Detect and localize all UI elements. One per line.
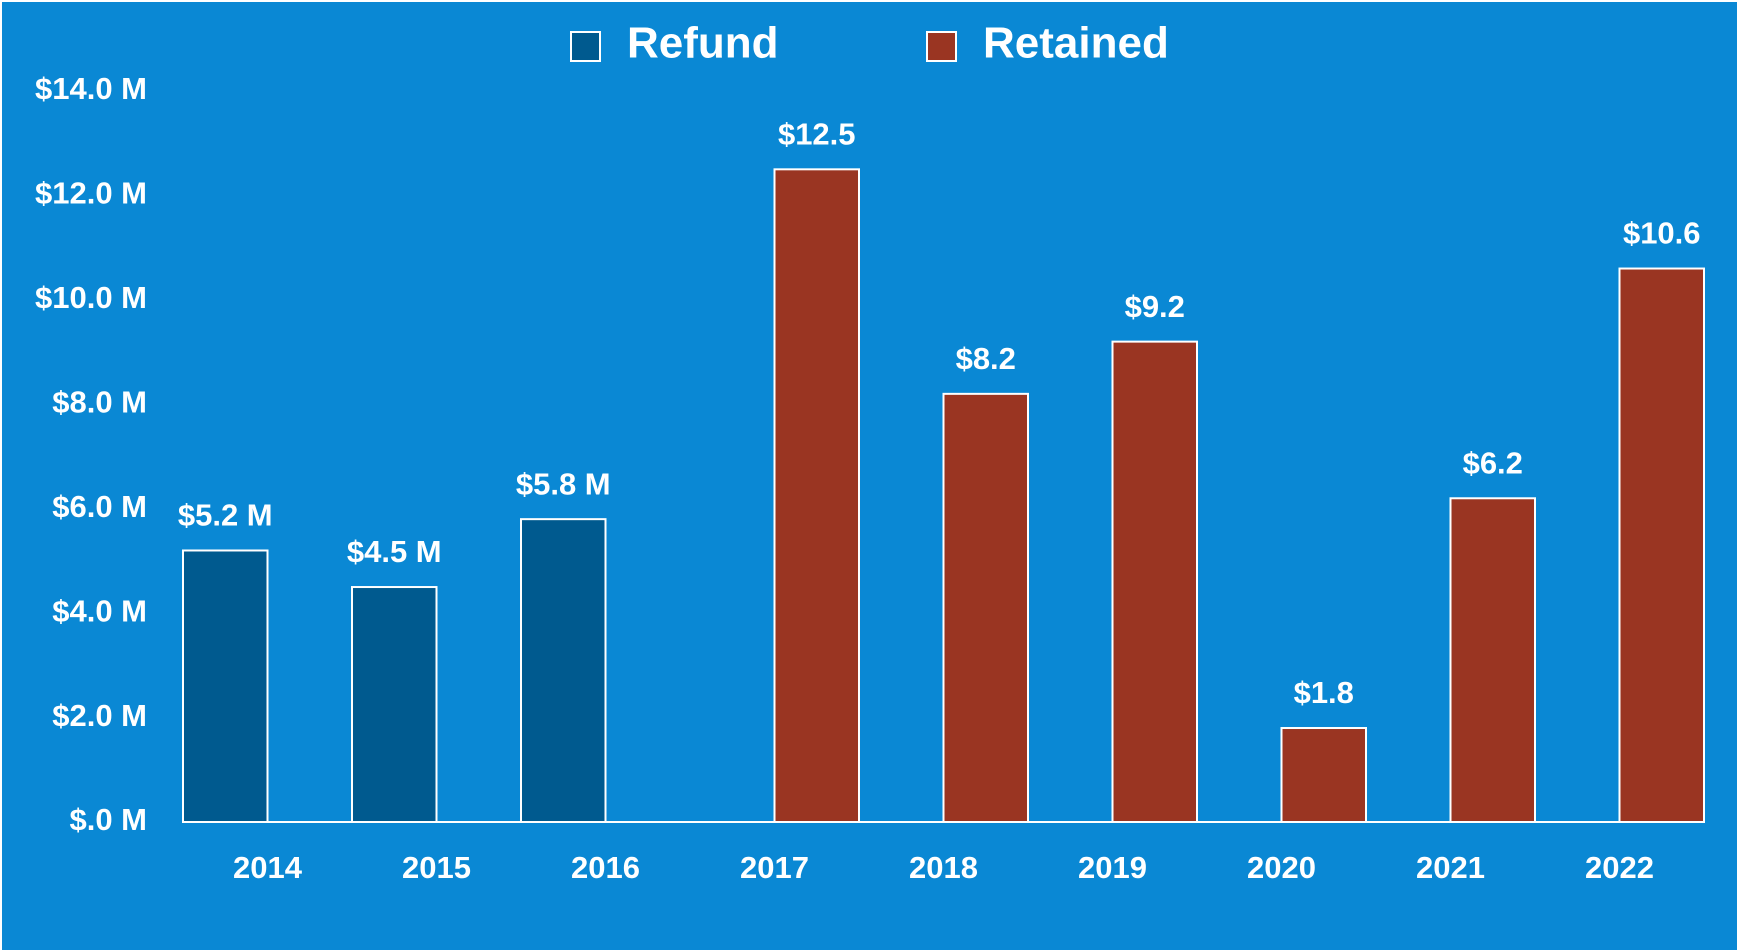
y-tick-label: $.0 M <box>69 802 147 837</box>
bar <box>773 168 860 824</box>
legend-label: Retained <box>983 19 1169 68</box>
x-tick-label: 2022 <box>1585 850 1654 885</box>
y-tick-label: $10.0 M <box>35 280 147 315</box>
bar <box>1280 727 1367 823</box>
bar <box>520 518 607 824</box>
bar <box>351 586 438 823</box>
data-label: $12.5 <box>778 117 856 152</box>
data-label: $1.8 <box>1294 675 1354 710</box>
bar <box>1449 497 1536 823</box>
x-tick-label: 2019 <box>1078 850 1147 885</box>
data-label: $10.6 <box>1623 216 1701 251</box>
y-tick-label: $6.0 M <box>52 489 147 524</box>
y-tick-label: $8.0 M <box>52 384 147 419</box>
bar <box>1111 340 1198 823</box>
data-label: $4.5 M <box>347 534 442 569</box>
y-tick-label: $2.0 M <box>52 698 147 733</box>
data-label: $6.2 <box>1463 445 1523 480</box>
x-tick-label: 2016 <box>571 850 640 885</box>
x-tick-label: 2017 <box>740 850 809 885</box>
legend-swatch <box>570 31 601 62</box>
legend-swatch <box>926 31 957 62</box>
data-label: $9.2 <box>1125 289 1185 324</box>
x-tick-label: 2015 <box>402 850 471 885</box>
data-label: $5.8 M <box>516 466 611 501</box>
y-tick-label: $14.0 M <box>35 71 147 106</box>
x-tick-label: 2021 <box>1416 850 1485 885</box>
y-tick-label: $4.0 M <box>52 593 147 628</box>
data-label: $5.2 M <box>178 498 273 533</box>
x-tick-label: 2020 <box>1247 850 1316 885</box>
legend-label: Refund <box>627 19 779 68</box>
data-label: $8.2 <box>956 341 1016 376</box>
x-tick-label: 2014 <box>233 850 303 885</box>
x-tick-label: 2018 <box>909 850 978 885</box>
bar <box>942 392 1029 823</box>
bar <box>1618 267 1705 823</box>
bar <box>182 549 269 823</box>
y-tick-label: $12.0 M <box>35 176 147 211</box>
